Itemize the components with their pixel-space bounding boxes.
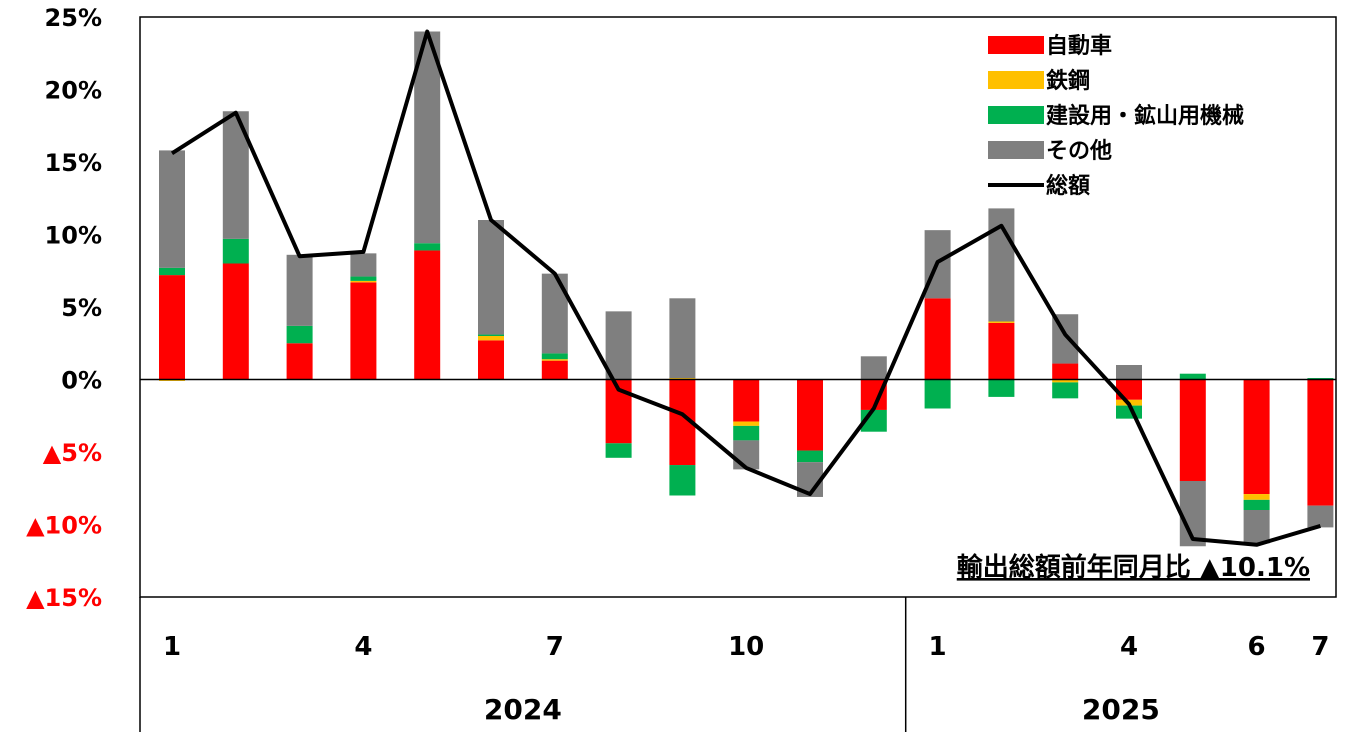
y-tick-label: 10% bbox=[45, 222, 102, 250]
stacked-bars bbox=[159, 31, 1334, 547]
year-label: 2025 bbox=[1082, 693, 1160, 726]
x-tick-label: 6 bbox=[1248, 632, 1266, 662]
bar-segment bbox=[797, 379, 823, 451]
legend-label: 総額 bbox=[1046, 173, 1090, 199]
bar-segment bbox=[222, 263, 249, 380]
bar-segment bbox=[733, 379, 760, 422]
bar-segment bbox=[1116, 365, 1142, 380]
bar-segment bbox=[1307, 505, 1334, 528]
legend-swatch bbox=[988, 141, 1044, 159]
bar-segment bbox=[478, 220, 504, 335]
bar-segment bbox=[350, 276, 377, 281]
bar-segment bbox=[1052, 363, 1079, 380]
total-line bbox=[170, 29, 1321, 547]
legend-label: 鉄鋼 bbox=[1046, 68, 1090, 94]
bar-segment bbox=[414, 250, 441, 380]
x-tick-label: 1 bbox=[929, 632, 947, 662]
bar-segment bbox=[541, 353, 568, 360]
bar-segment bbox=[1052, 382, 1079, 399]
bar-segment bbox=[1052, 379, 1079, 383]
bar-segment bbox=[1243, 379, 1270, 495]
bar-segment bbox=[1179, 373, 1206, 380]
bar-segment bbox=[286, 325, 313, 344]
y-tick-label: ▲10% bbox=[26, 512, 102, 540]
x-axis-tick-labels: 1 4 7 10 1 4 6 7 bbox=[163, 632, 1329, 662]
total-line-path bbox=[170, 29, 1321, 547]
bar-segment bbox=[605, 443, 632, 458]
annotation-group: 輸出総額前年同月比 ▲10.1% bbox=[957, 552, 1310, 583]
legend-label: 自動車 bbox=[1046, 33, 1112, 59]
bar-segment bbox=[350, 253, 377, 277]
bar-segment bbox=[1243, 494, 1270, 500]
x-tick-label: 1 bbox=[163, 632, 181, 662]
bar-segment bbox=[541, 360, 568, 380]
bar-segment bbox=[1307, 379, 1334, 506]
bar-segment bbox=[350, 280, 377, 283]
bar-segment bbox=[733, 440, 760, 470]
x-tick-label: 4 bbox=[1120, 632, 1138, 662]
bar-segment bbox=[988, 321, 1015, 323]
bar-segment bbox=[669, 465, 696, 496]
legend-swatch bbox=[988, 71, 1044, 89]
legend-swatch bbox=[988, 106, 1044, 124]
bar-segment bbox=[797, 450, 823, 463]
bar-segment bbox=[414, 243, 441, 251]
bar-segment bbox=[988, 322, 1015, 380]
y-tick-label: 15% bbox=[45, 149, 102, 177]
x-tick-label: 4 bbox=[354, 632, 372, 662]
bar-segment bbox=[222, 238, 249, 264]
y-axis-tick-labels: 25% 20% 15% 10% 5% 0% ▲5% ▲10% ▲15% bbox=[26, 4, 102, 612]
bar-segment bbox=[159, 150, 185, 268]
bar-segment bbox=[541, 273, 568, 354]
plot-area-border bbox=[139, 16, 1337, 598]
bar-segment bbox=[1243, 510, 1270, 544]
year-label: 2024 bbox=[484, 693, 562, 726]
x-tick-label: 7 bbox=[1311, 632, 1329, 662]
bar-segment bbox=[605, 311, 632, 380]
year-labels: 2024 2025 bbox=[484, 693, 1160, 726]
bar-segment bbox=[286, 254, 313, 326]
legend-label: その他 bbox=[1046, 139, 1112, 164]
plot-frame bbox=[139, 16, 1337, 732]
x-tick-label: 10 bbox=[728, 632, 764, 662]
legend-swatch bbox=[988, 36, 1044, 54]
bar-segment bbox=[924, 379, 951, 409]
y-tick-label: ▲5% bbox=[43, 439, 102, 467]
y-tick-label: ▲15% bbox=[26, 584, 102, 612]
y-tick-label: 20% bbox=[45, 77, 102, 105]
bar-segment bbox=[988, 379, 1015, 397]
y-tick-label: 0% bbox=[61, 367, 102, 395]
bar-segment bbox=[478, 340, 504, 380]
annotation-total-yoy: 輸出総額前年同月比 ▲10.1% bbox=[957, 552, 1310, 583]
bar-segment bbox=[1179, 379, 1206, 481]
bar-segment bbox=[159, 267, 185, 276]
bar-segment bbox=[733, 421, 760, 426]
bar-segment bbox=[541, 359, 568, 361]
bar-segment bbox=[350, 282, 377, 380]
bar-segment bbox=[733, 425, 760, 441]
bar-segment bbox=[669, 298, 696, 379]
bar-segment bbox=[1243, 499, 1270, 510]
bar-segment bbox=[286, 343, 313, 380]
bar-segment bbox=[924, 298, 951, 380]
y-tick-label: 25% bbox=[45, 4, 102, 32]
bar-segment bbox=[478, 334, 504, 336]
bar-segment bbox=[478, 336, 504, 341]
bar-segment bbox=[860, 356, 887, 380]
x-tick-label: 7 bbox=[546, 632, 564, 662]
bar-segment bbox=[159, 275, 185, 380]
y-tick-label: 5% bbox=[61, 294, 102, 322]
legend-label: 建設用・鉱山用機械 bbox=[1046, 103, 1244, 129]
